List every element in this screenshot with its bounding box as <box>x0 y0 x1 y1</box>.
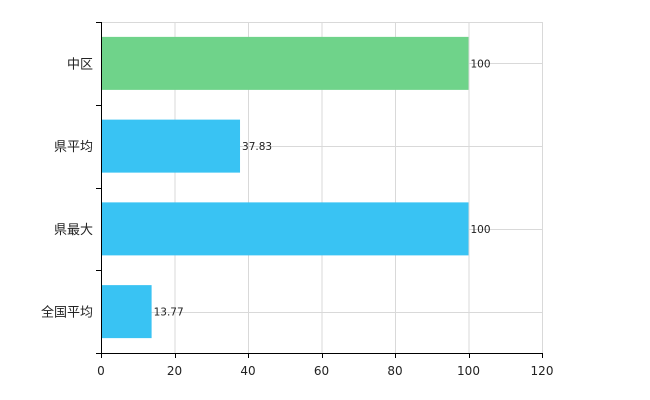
category-label: 県最大 <box>54 223 93 238</box>
x-tick-label: 120 <box>531 364 554 378</box>
x-tick-label: 20 <box>167 364 182 378</box>
bar <box>101 285 152 339</box>
chart-bars <box>101 36 469 339</box>
x-tick-label: 80 <box>387 364 402 378</box>
bar <box>101 119 241 173</box>
x-tick-label: 0 <box>97 364 105 378</box>
data-label: 100 <box>471 58 491 70</box>
x-tick-label: 100 <box>457 364 480 378</box>
x-tick-label: 60 <box>314 364 329 378</box>
bar <box>101 202 469 256</box>
x-tick-label: 40 <box>240 364 255 378</box>
category-label: 県平均 <box>54 140 93 155</box>
data-label: 100 <box>471 224 491 236</box>
bar <box>101 36 469 90</box>
data-label: 37.83 <box>242 141 272 153</box>
category-label: 中区 <box>67 57 93 72</box>
chart-axes <box>96 22 543 358</box>
data-label: 13.77 <box>154 307 184 319</box>
category-label: 全国平均 <box>41 305 93 321</box>
